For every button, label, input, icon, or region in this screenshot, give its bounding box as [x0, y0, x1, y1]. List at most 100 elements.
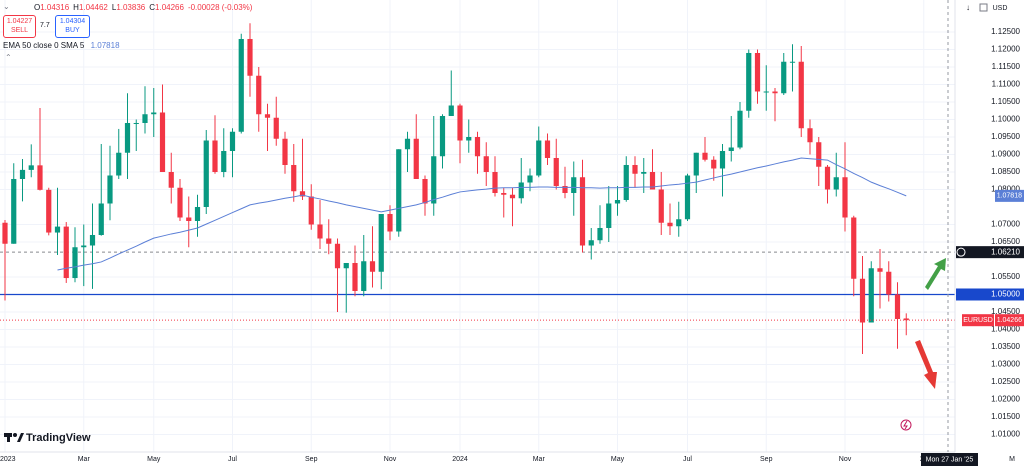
candle-body [72, 247, 78, 279]
candle-body [693, 152, 699, 176]
candle-body [291, 164, 297, 192]
y-tick-label: 1.11000 [992, 80, 1021, 89]
candle-body [807, 128, 813, 143]
x-tick-label: Nov [839, 456, 852, 463]
candle-body [299, 191, 306, 197]
y-tick-label: 1.03000 [991, 360, 1020, 369]
axis-layer: 1.12500 1.12000 1.11500 1.11000 1.10500 1.100… [0, 27, 1024, 466]
price-tag [956, 246, 1024, 259]
candle-body [614, 199, 621, 204]
candle-body [606, 203, 612, 228]
y-tick-label: 1.02000 [991, 395, 1020, 404]
candle-body [46, 189, 52, 233]
candle-body [317, 224, 323, 239]
candle-body [894, 294, 901, 319]
candle-body [2, 222, 8, 244]
buy-price: 1.04304 [59, 18, 86, 25]
candle-body [238, 38, 244, 132]
candle-body [264, 114, 271, 118]
candle-body [702, 152, 708, 160]
price-tag [956, 288, 1024, 301]
x-tick-label: 2024 [452, 456, 468, 463]
candle-body [641, 171, 647, 174]
x-tick-label: Sep [305, 456, 318, 463]
legend-collapse[interactable]: ⌃ [5, 53, 12, 62]
candle-body [273, 117, 279, 139]
candle-body [536, 140, 542, 176]
spread: 7.7 [40, 22, 50, 29]
candle-body [649, 171, 656, 190]
logo: TradingView [4, 432, 91, 444]
candle-body [133, 122, 139, 124]
candle-body [439, 115, 446, 157]
alert-icon[interactable] [900, 419, 912, 431]
candle-body [378, 213, 384, 272]
candle-body [684, 175, 691, 220]
indicator-tag-label: 1.07818 [997, 193, 1022, 200]
candle-body [789, 61, 796, 63]
sell-label: SELL [10, 27, 29, 34]
x-tick-label: Mar [78, 456, 91, 463]
candle-body [781, 61, 787, 94]
candle-body [501, 192, 507, 195]
candle-body [676, 219, 682, 227]
up-arrow [925, 258, 946, 290]
ohlc-value: 1.04266 [155, 3, 184, 12]
x-tick-label: Nov [384, 456, 397, 463]
candle-body [186, 217, 192, 221]
indicator-value: 1.07818 [90, 41, 120, 50]
y-tick-label: 1.04000 [991, 325, 1020, 334]
candle-body [483, 156, 489, 172]
candle-body [562, 185, 568, 193]
scroll-icon[interactable]: ↓ [966, 3, 970, 12]
candle-body [597, 227, 603, 241]
price-tag [995, 314, 1024, 327]
candle-body [632, 164, 638, 174]
scale-mode[interactable]: M [1009, 456, 1015, 463]
indicator-name: EMA 50 close 0 SMA 5 [3, 41, 85, 50]
candle-body [221, 150, 227, 172]
candle-body [352, 262, 358, 291]
candle-body [203, 140, 209, 207]
sell-button[interactable]: 1.04227 SELL [3, 15, 36, 38]
candle-body [719, 150, 726, 169]
y-tick-label: 1.09500 [991, 132, 1020, 141]
buy-button[interactable]: 1.04304 BUY [55, 15, 90, 38]
buy-label: BUY [65, 27, 80, 34]
candle-body [466, 136, 472, 141]
candle-body [824, 166, 831, 190]
candle-body [19, 169, 26, 179]
candle-body [763, 91, 769, 93]
x-tick-label: Sep [760, 456, 773, 463]
crosshair-add-icon [956, 247, 966, 257]
collapse-toggle[interactable]: ⌄ [3, 2, 10, 11]
candle-body [124, 122, 131, 153]
y-tick-label: 1.08000 [991, 185, 1020, 194]
currency-label[interactable]: USD [993, 5, 1008, 12]
candle-body [457, 105, 463, 141]
ohlc-letter: L [111, 3, 117, 12]
candle-body [116, 152, 122, 176]
candle-body [151, 112, 157, 115]
x-tick-label: 2023 [0, 456, 16, 463]
symbol-tag [962, 314, 994, 327]
indicator-tag [995, 189, 1024, 202]
down-arrow [915, 340, 937, 389]
candle-body [833, 177, 839, 190]
candle-body [851, 217, 857, 279]
indicator-legend[interactable]: EMA 50 close 0 SMA 5 1.07818 [3, 41, 120, 50]
marks-layer [0, 23, 955, 354]
y-tick-label: 1.06500 [991, 237, 1020, 246]
y-tick-label: 1.02500 [991, 377, 1020, 386]
crosshair-time-tag [921, 453, 978, 466]
y-tick-label: 1.07000 [991, 220, 1020, 229]
candle-body [623, 164, 629, 200]
candle-body [754, 52, 761, 92]
candle-body [746, 52, 752, 111]
candle-body [728, 147, 734, 151]
y-tick-label: 1.05500 [991, 272, 1020, 281]
candle-body [334, 243, 341, 269]
layout-icon[interactable] [979, 3, 988, 12]
y-tick-label: 1.10000 [991, 115, 1020, 124]
